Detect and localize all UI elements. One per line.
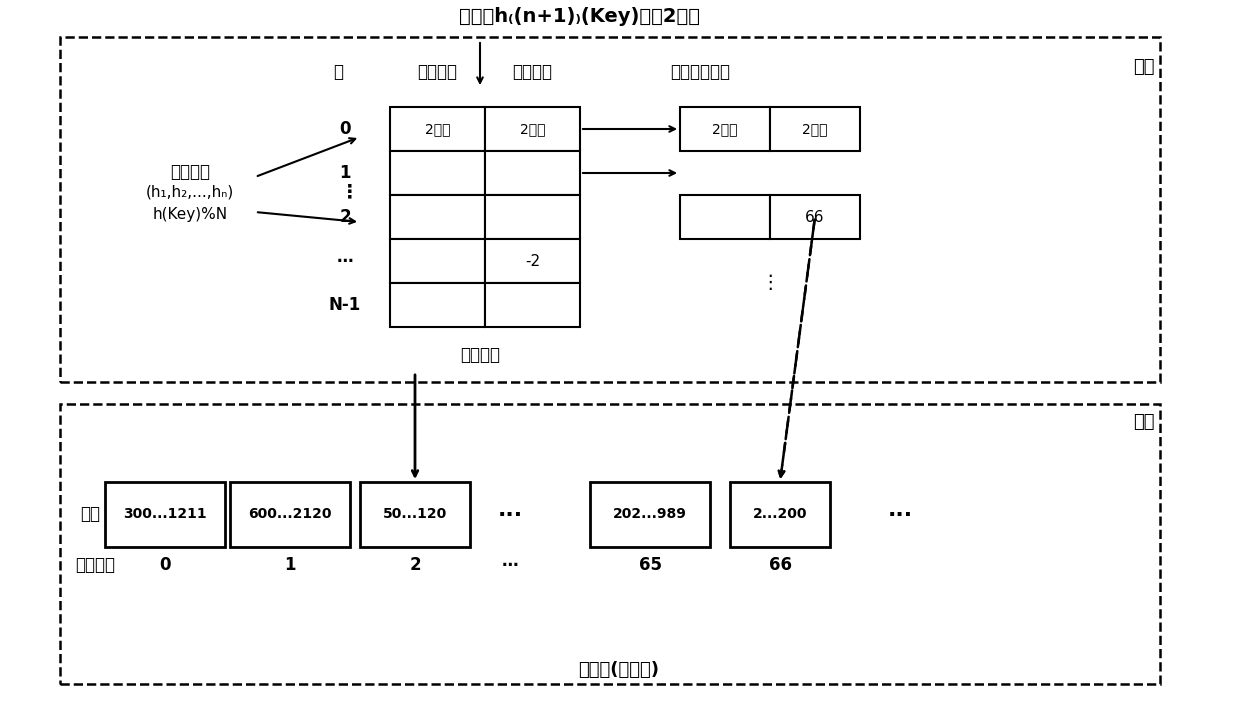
FancyBboxPatch shape (390, 283, 484, 327)
Text: (h₁,h₂,...,hₙ): (h₁,h₂,...,hₙ) (146, 185, 234, 199)
Text: ···: ··· (497, 505, 523, 524)
Text: 布谷哈希: 布谷哈希 (170, 163, 209, 181)
Text: 2字节: 2字节 (802, 122, 828, 136)
Text: 文件编号: 文件编号 (513, 63, 553, 81)
Text: -2: -2 (525, 253, 540, 268)
Text: 66: 66 (805, 209, 825, 225)
Text: ⋮: ⋮ (341, 183, 359, 201)
Text: ⋯: ⋯ (337, 252, 353, 270)
Bar (59, 37, 1160, 382)
FancyBboxPatch shape (730, 482, 830, 547)
Text: 无序层(追加写): 无序层(追加写) (579, 661, 659, 679)
FancyBboxPatch shape (390, 107, 484, 151)
Text: N-1: N-1 (328, 296, 361, 314)
Text: h(Key)%N: h(Key)%N (152, 206, 228, 222)
FancyBboxPatch shape (680, 107, 769, 151)
Text: 桶: 桶 (333, 63, 343, 81)
Text: 2: 2 (339, 208, 351, 226)
Text: 66: 66 (768, 556, 792, 574)
FancyBboxPatch shape (390, 151, 484, 195)
FancyBboxPatch shape (680, 195, 769, 239)
Text: 文件: 文件 (81, 505, 100, 524)
FancyBboxPatch shape (105, 482, 225, 547)
Text: 磁盘: 磁盘 (1134, 413, 1155, 431)
FancyBboxPatch shape (590, 482, 710, 547)
Text: 键値标签: 键値标签 (418, 63, 457, 81)
Text: 65: 65 (638, 556, 662, 574)
FancyBboxPatch shape (390, 195, 484, 239)
Text: 600...2120: 600...2120 (248, 508, 332, 522)
Text: 0: 0 (339, 120, 351, 138)
FancyBboxPatch shape (484, 239, 580, 283)
Text: 内存: 内存 (1134, 58, 1155, 76)
FancyBboxPatch shape (769, 195, 860, 239)
Text: 2...200: 2...200 (753, 508, 808, 522)
Text: 202...989: 202...989 (613, 508, 686, 522)
Text: 300...1211: 300...1211 (123, 508, 207, 522)
Text: 文件编号: 文件编号 (76, 556, 115, 574)
FancyBboxPatch shape (484, 195, 580, 239)
Text: 哈希値h₍(n+1)₎(Key)的高2字节: 哈希値h₍(n+1)₎(Key)的高2字节 (460, 8, 700, 27)
Text: 2字节: 2字节 (425, 122, 450, 136)
Text: ⋮: ⋮ (761, 274, 779, 293)
FancyBboxPatch shape (484, 283, 580, 327)
Text: 2字节: 2字节 (712, 122, 737, 136)
Text: ···: ··· (887, 505, 913, 524)
FancyBboxPatch shape (390, 239, 484, 283)
Text: ⋯: ⋯ (502, 556, 518, 574)
FancyBboxPatch shape (230, 482, 349, 547)
Text: 1: 1 (339, 164, 351, 182)
Text: 2: 2 (409, 556, 421, 574)
FancyBboxPatch shape (361, 482, 470, 547)
FancyBboxPatch shape (484, 107, 580, 151)
Text: 0: 0 (160, 556, 171, 574)
FancyBboxPatch shape (484, 151, 580, 195)
Text: 1: 1 (284, 556, 296, 574)
FancyBboxPatch shape (769, 107, 860, 151)
Text: 溢出的索引项: 溢出的索引项 (670, 63, 730, 81)
Text: 2字节: 2字节 (519, 122, 545, 136)
Bar (59, 404, 1160, 684)
Text: 50...120: 50...120 (383, 508, 447, 522)
Text: 哈希索引: 哈希索引 (460, 346, 501, 364)
